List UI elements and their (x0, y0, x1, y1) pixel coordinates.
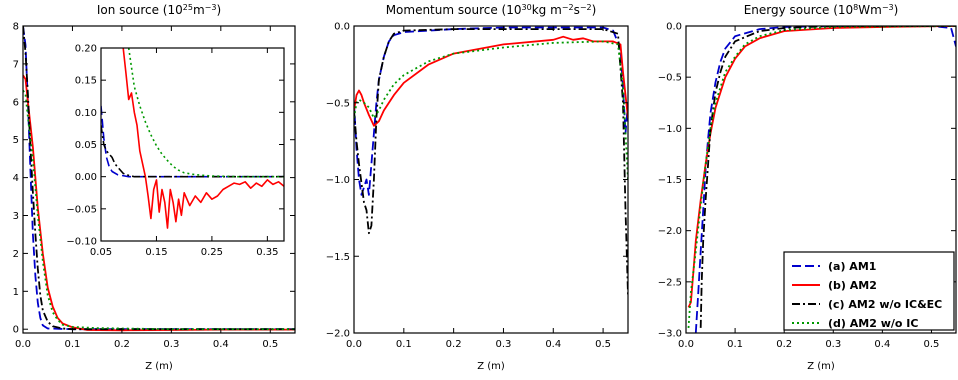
panel2-ytick-label: −0.5 (326, 98, 350, 109)
panel1-inset-series-group (101, 48, 284, 229)
panel2-frame (353, 25, 629, 334)
panel1-xtick-label: 0.1 (65, 339, 81, 350)
panel2-series-group (354, 26, 628, 295)
panel2-ytick-label: −2.0 (326, 329, 350, 340)
panel1-ytick-label: 2 (13, 249, 19, 260)
panel2-xtick-label: 0.1 (396, 339, 412, 350)
panel1-inset-ytick-label: −0.10 (66, 237, 97, 248)
panel2-series-am1 (354, 26, 628, 196)
panel3-title: Energy source (108Wm−3) (744, 3, 899, 18)
panel1-inset-ytick-label: 0.10 (75, 108, 97, 119)
legend-label: (b) AM2 (828, 279, 877, 292)
panel1-frame (22, 25, 296, 334)
panel1-ytick-label: 8 (13, 22, 19, 33)
legend: (a) AM1 (b) AM2 (c) AM2 w/o IC&EC (d) AM2 w… (783, 251, 955, 331)
panel1-inset-xtick-label: 0.25 (201, 247, 223, 258)
panel3-ytick-label: −3.0 (658, 329, 682, 340)
panel2-xtick-label: 0.4 (545, 339, 561, 350)
panel1-series-group (23, 26, 295, 332)
panel2-ytick-label: 0.0 (334, 22, 350, 33)
panel3-xtick-label: 0.3 (825, 339, 841, 350)
panel2-series-am2 (354, 35, 628, 127)
panel1-inset-background (101, 48, 284, 241)
panel1-xtick-label: 0.4 (213, 339, 229, 350)
panel2-ytick-label: −1.0 (326, 175, 350, 186)
panel2-title: Momentum source (1030kg m−2s−2) (386, 3, 597, 18)
panel3-ytick-label: −0.5 (658, 73, 682, 84)
panel2-series-am2-wo-ic (354, 40, 628, 180)
panel3-ytick-label: −2.0 (658, 226, 682, 237)
legend-label: (a) AM1 (828, 260, 876, 273)
panel2-group: 0.0 0.1 0.2 0.3 0.4 0.5 0.0 −0.5 −1.0 −1.5 −2.0 Z (… (326, 3, 629, 372)
panel2-series-am2-wo-icec (354, 28, 628, 295)
panel2-xtick-label: 0.0 (346, 339, 362, 350)
panel1-series-am2-wo-icec (23, 26, 295, 331)
panel3-xtick-label: 0.4 (874, 339, 890, 350)
panel3-xtick-label: 0.1 (727, 339, 743, 350)
legend-label: (c) AM2 w/o IC&EC (828, 298, 942, 311)
panel1-ytick-label: 3 (13, 211, 19, 222)
panel1-inset-ytick-label: 0.00 (75, 172, 97, 183)
panel3-ytick-label: −1.0 (658, 124, 682, 135)
panel3-ytick-label: 0.0 (666, 22, 682, 33)
panel1-xtick-label: 0.0 (15, 339, 31, 350)
panel1-inset-series-am1 (101, 105, 284, 178)
panel1-series-am2-wo-ic (23, 89, 295, 331)
panel3-ytick-label: −2.5 (658, 277, 682, 288)
panel3-group: 0.0 0.1 0.2 0.3 0.4 0.5 0.0 −0.5 −1.0 −1.5 −2.0 −2.… (658, 3, 957, 372)
panel1-xtick-label: 0.2 (114, 339, 130, 350)
panel2-ytick-label: −1.5 (326, 252, 350, 263)
panel1-series-am2 (23, 74, 295, 332)
panel1-title: Ion source (1025m−3) (97, 3, 221, 18)
panel1-inset-ytick-label: −0.05 (66, 204, 97, 215)
legend-label: (d) AM2 w/o IC (828, 317, 918, 330)
panel1-inset-xtick-label: 0.05 (90, 247, 112, 258)
panel1-inset-series-am2 (122, 48, 284, 229)
panel1-inset-xtick-label: 0.35 (256, 247, 278, 258)
panel1-ytick-label: 0 (13, 325, 19, 336)
panel2-xtick-label: 0.3 (496, 339, 512, 350)
panel1-xlabel: Z (m) (145, 361, 173, 372)
panel1-xtick-label: 0.5 (262, 339, 278, 350)
panel1-ytick-label: 4 (13, 173, 19, 184)
panel1-inset-group: 0.05 0.15 0.25 0.35 −0.10 −0.05 0.00 0.05 0.10 0.… (66, 44, 285, 258)
panel2-xlabel: Z (m) (477, 361, 505, 372)
panel3-series-am2-wo-icec (699, 26, 956, 328)
panel1-inset-ytick-label: 0.05 (75, 140, 97, 151)
panel1-ytick-label: 7 (13, 59, 19, 70)
panel1-ytick-label: 5 (13, 135, 19, 146)
panel1-ytick-label: 6 (13, 97, 19, 108)
panel2-xtick-label: 0.2 (446, 339, 462, 350)
panel3-series-group (687, 26, 956, 333)
panel3-xtick-label: 0.0 (678, 339, 694, 350)
panel3-xtick-label: 0.5 (924, 339, 940, 350)
panel1-inset-ytick-label: 0.15 (75, 76, 97, 87)
panel3-ytick-label: −1.5 (658, 175, 682, 186)
panel2-xtick-label: 0.5 (595, 339, 611, 350)
panel1-inset-series-am2-wo-ic (127, 48, 284, 178)
panel1-xtick-label: 0.3 (163, 339, 179, 350)
panel3-xtick-label: 0.2 (776, 339, 792, 350)
panel3-xlabel: Z (m) (807, 361, 835, 372)
panel3-series-am2-wo-ic (687, 26, 956, 328)
panel1-group: 0.0 0.1 0.2 0.3 0.4 0.5 0 1 2 3 4 5 6 7 8 Z (m) Ion sour… (13, 3, 296, 372)
panel1-inset-ytick-label: 0.20 (75, 44, 97, 55)
panel1-ytick-label: 1 (13, 287, 19, 298)
panel1-inset-xtick-label: 0.15 (145, 247, 167, 258)
panel3-series-am1 (694, 26, 956, 333)
